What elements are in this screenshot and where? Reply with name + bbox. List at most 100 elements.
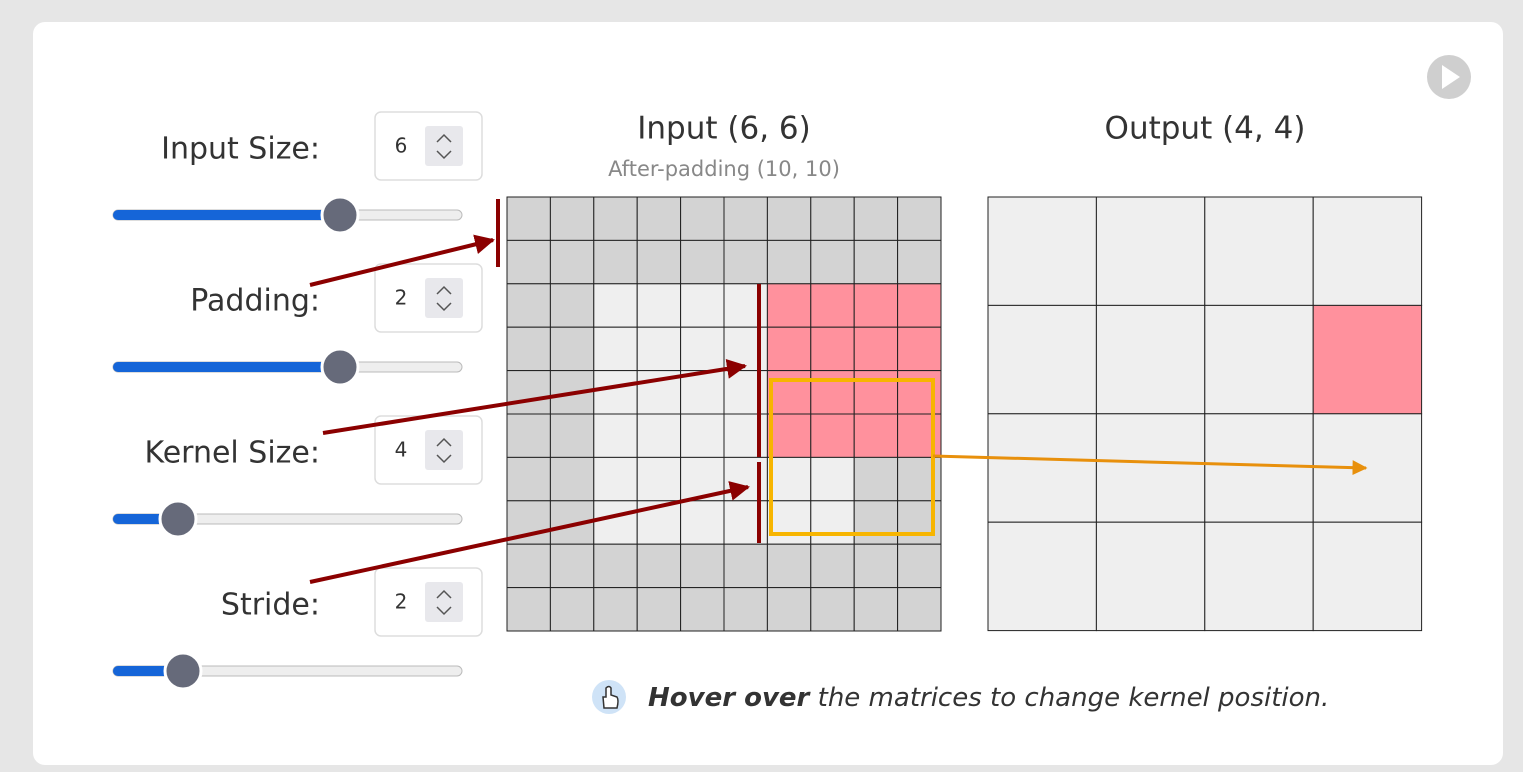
input-cell bbox=[636, 587, 682, 632]
input-cell bbox=[636, 196, 682, 241]
input-cell bbox=[636, 413, 682, 458]
output-cell bbox=[1204, 196, 1314, 306]
input-cell bbox=[506, 283, 551, 328]
input-cell bbox=[636, 283, 682, 328]
input-cell bbox=[810, 326, 855, 372]
input-cell bbox=[766, 543, 812, 589]
controls: Input Size: 6 Padding: 2 Kernel Size: 4 Stride… bbox=[112, 111, 483, 691]
output-cell bbox=[1095, 196, 1206, 306]
slider-fill bbox=[113, 362, 340, 372]
input-cell bbox=[723, 196, 768, 241]
output-cell bbox=[1095, 521, 1206, 632]
input-cell bbox=[810, 456, 855, 502]
number-value: 4 bbox=[395, 438, 408, 462]
input-cell bbox=[636, 456, 682, 502]
input-cell bbox=[506, 196, 551, 241]
output-cell bbox=[987, 304, 1097, 415]
input-cell bbox=[853, 500, 899, 545]
stride-arrow bbox=[309, 481, 750, 584]
hand-icon bbox=[602, 685, 619, 709]
output-cell bbox=[987, 413, 1097, 523]
input-cell bbox=[549, 283, 595, 328]
spinner-arrows bbox=[436, 589, 452, 616]
output-cell bbox=[1095, 413, 1206, 523]
kernel-arrow bbox=[322, 358, 747, 435]
input-cell bbox=[853, 543, 899, 589]
input-cell bbox=[593, 196, 638, 241]
input-cell bbox=[680, 500, 725, 545]
input-cell bbox=[766, 239, 812, 285]
spinner-arrows bbox=[436, 437, 452, 464]
input-cell bbox=[810, 370, 855, 415]
input-cell bbox=[766, 326, 812, 372]
input-cell bbox=[593, 283, 638, 328]
hint-text: the matrices to change kernel position. bbox=[809, 683, 1329, 713]
slider-thumb[interactable] bbox=[320, 195, 360, 235]
input-cell bbox=[680, 326, 725, 372]
input-cell bbox=[766, 283, 812, 328]
control-label: Input Size: bbox=[161, 132, 320, 167]
input-cell bbox=[506, 239, 551, 285]
output-arrow bbox=[932, 454, 1368, 476]
input-cell bbox=[853, 413, 899, 458]
number-value: 2 bbox=[395, 286, 408, 310]
input-cell bbox=[593, 587, 638, 632]
slider-thumb[interactable] bbox=[320, 347, 360, 387]
input-cell bbox=[810, 283, 855, 328]
input-subtitle: After-padding (10, 10) bbox=[608, 157, 840, 181]
control-label: Padding: bbox=[190, 284, 320, 319]
spinner[interactable] bbox=[425, 126, 463, 166]
input-cell bbox=[853, 326, 899, 372]
input-cell bbox=[810, 413, 855, 458]
slider-fill bbox=[113, 210, 340, 220]
padding-arrow bbox=[309, 234, 495, 287]
output-cell bbox=[1312, 304, 1423, 415]
output-cell bbox=[1095, 304, 1206, 415]
input-cell bbox=[549, 196, 595, 241]
input-cell bbox=[810, 587, 855, 632]
output-matrix[interactable] bbox=[987, 196, 1423, 632]
slider-thumb[interactable] bbox=[158, 499, 198, 539]
input-cell bbox=[506, 543, 551, 589]
input-matrix[interactable] bbox=[506, 196, 942, 632]
input-cell bbox=[506, 370, 551, 415]
output-cell bbox=[1312, 521, 1423, 632]
control-label: Stride: bbox=[221, 588, 320, 623]
input-cell bbox=[897, 326, 942, 372]
annotations bbox=[309, 199, 761, 584]
input-cell bbox=[853, 370, 899, 415]
spinner[interactable] bbox=[425, 278, 463, 318]
spinner[interactable] bbox=[425, 430, 463, 470]
input-cell bbox=[810, 239, 855, 285]
input-cell bbox=[853, 196, 899, 241]
slider-thumb[interactable] bbox=[163, 651, 203, 691]
input-cell bbox=[897, 196, 942, 241]
spinner[interactable] bbox=[425, 582, 463, 622]
input-cell bbox=[549, 543, 595, 589]
input-cell bbox=[549, 587, 595, 632]
input-cell bbox=[897, 239, 942, 285]
input-cell bbox=[897, 283, 942, 328]
input-cell bbox=[593, 413, 638, 458]
input-cell bbox=[593, 239, 638, 285]
input-cell bbox=[853, 587, 899, 632]
input-cell bbox=[810, 543, 855, 589]
input-cell bbox=[549, 413, 595, 458]
input-cell bbox=[506, 413, 551, 458]
input-cell bbox=[593, 370, 638, 415]
input-cell bbox=[680, 587, 725, 632]
input-cell bbox=[897, 543, 942, 589]
input-cell bbox=[680, 413, 725, 458]
hint-emphasis: Hover over bbox=[648, 683, 812, 713]
input-cell bbox=[810, 500, 855, 545]
spinner-arrows bbox=[436, 133, 452, 160]
input-cell bbox=[593, 326, 638, 372]
input-cell bbox=[636, 239, 682, 285]
input-cell bbox=[680, 196, 725, 241]
number-value: 2 bbox=[395, 590, 408, 614]
input-cell bbox=[897, 587, 942, 632]
input-cell bbox=[549, 239, 595, 285]
output-cell bbox=[987, 521, 1097, 632]
output-cell bbox=[1204, 413, 1314, 523]
